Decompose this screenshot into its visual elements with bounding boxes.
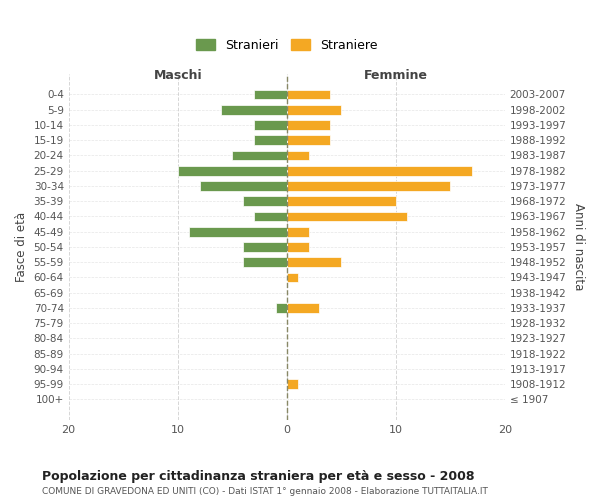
Bar (287, 212, 407, 222)
Bar (243, 258, 287, 267)
Bar (178, 166, 287, 175)
Bar (287, 150, 308, 160)
Bar (221, 105, 287, 115)
Bar (254, 136, 287, 145)
Bar (243, 242, 287, 252)
Bar (287, 227, 308, 236)
Legend: Stranieri, Straniere: Stranieri, Straniere (193, 35, 381, 56)
Text: Popolazione per cittadinanza straniera per età e sesso - 2008: Popolazione per cittadinanza straniera p… (42, 470, 475, 483)
Text: Maschi: Maschi (154, 70, 202, 82)
Y-axis label: Anni di nascita: Anni di nascita (572, 204, 585, 290)
Bar (254, 90, 287, 100)
Bar (287, 258, 341, 267)
Bar (287, 181, 451, 191)
Y-axis label: Fasce di età: Fasce di età (15, 212, 28, 282)
Bar (276, 303, 287, 313)
Bar (287, 242, 308, 252)
Bar (287, 166, 472, 175)
Bar (243, 196, 287, 206)
Bar (287, 105, 341, 115)
Bar (287, 272, 298, 282)
Bar (232, 150, 287, 160)
Bar (254, 212, 287, 222)
Bar (287, 120, 331, 130)
Bar (200, 181, 287, 191)
Bar (188, 227, 287, 236)
Text: COMUNE DI GRAVEDONA ED UNITI (CO) - Dati ISTAT 1° gennaio 2008 - Elaborazione TU: COMUNE DI GRAVEDONA ED UNITI (CO) - Dati… (42, 488, 488, 496)
Text: Femmine: Femmine (364, 70, 428, 82)
Bar (287, 303, 319, 313)
Bar (287, 90, 331, 100)
Bar (287, 196, 396, 206)
Bar (287, 379, 298, 389)
Bar (287, 136, 331, 145)
Bar (254, 120, 287, 130)
